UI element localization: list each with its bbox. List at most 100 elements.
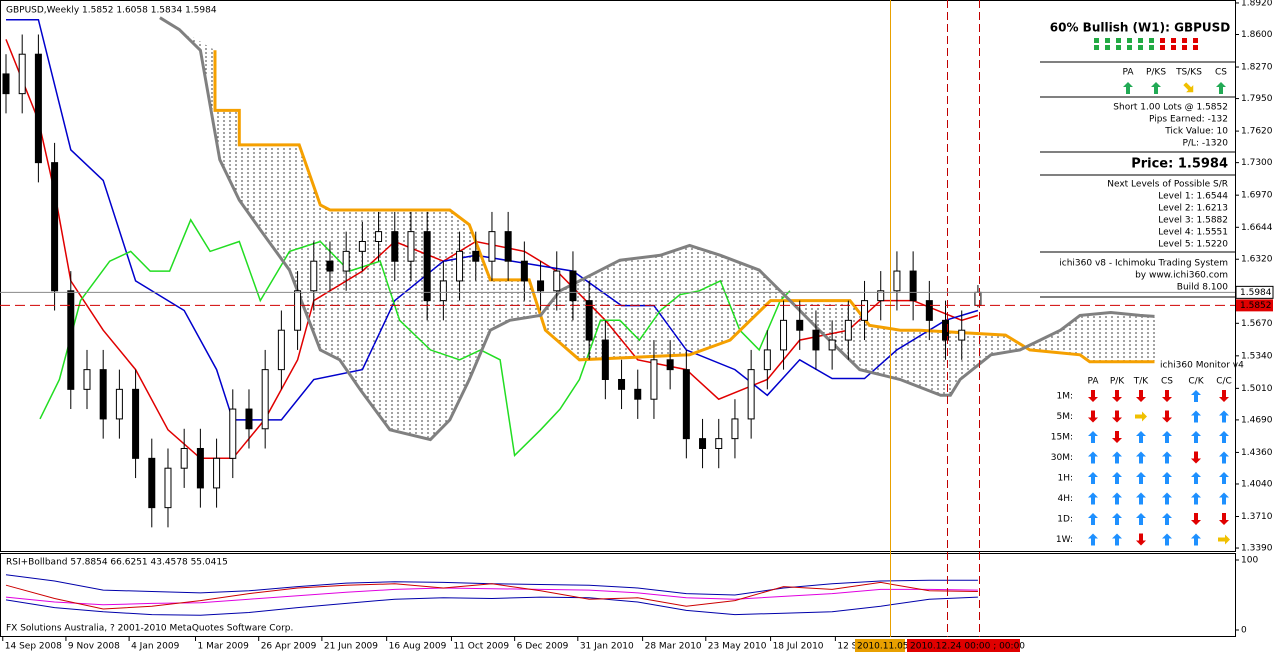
trade-info: Short 1.00 Lots @ 1.5852 — [1113, 103, 1228, 113]
candle-body — [796, 319, 804, 331]
signal-square — [1149, 45, 1154, 50]
y-tick-label: 1.6644 — [1241, 223, 1273, 233]
column-header: TS/KS — [1175, 68, 1202, 78]
candle-body — [731, 418, 739, 440]
x-tick-label: 26 Apr 2009 — [261, 642, 317, 652]
arrow-icon — [1162, 513, 1172, 525]
sr-level: Level 5: 1.5220 — [1158, 240, 1228, 250]
candle-body — [682, 369, 690, 440]
candle-body — [601, 339, 609, 380]
signal-square — [1127, 38, 1132, 43]
y-tick-label: 1.4690 — [1241, 415, 1273, 425]
price-display: Price: 1.5984 — [1131, 157, 1228, 172]
arrow-icon — [1191, 513, 1201, 525]
monitor-row-label: 1H: — [1057, 474, 1073, 484]
arrow-icon — [1088, 533, 1098, 546]
candle-body — [893, 270, 901, 292]
signal-square — [1171, 45, 1176, 50]
signal-square — [1116, 45, 1121, 50]
indicator-line — [5, 574, 978, 596]
y-tick-label: 100 — [1241, 556, 1258, 566]
y-tick-label: 1.6970 — [1241, 191, 1273, 201]
arrow-icon — [1162, 492, 1172, 505]
y-tick-label: 0 — [1241, 626, 1247, 636]
candle-body — [294, 290, 302, 331]
candle-body — [569, 270, 577, 302]
monitor-column: P/K — [1110, 377, 1125, 387]
sr-level: Level 1: 1.6544 — [1158, 192, 1228, 202]
candle-body — [553, 270, 561, 292]
arrow-icon — [1162, 431, 1172, 443]
indicator-line — [5, 596, 978, 616]
x-tick-label: 12 S — [837, 642, 857, 652]
candle-body — [67, 290, 75, 390]
trade-info: Pips Earned: -132 — [1149, 115, 1228, 125]
candle-body — [148, 457, 156, 509]
candle-body — [472, 250, 480, 262]
candle-body — [213, 457, 221, 489]
arrow-icon — [1183, 82, 1194, 93]
x-tick-label: 6 Dec 2009 — [517, 642, 569, 652]
candle-body — [828, 339, 836, 351]
candle-body — [342, 250, 350, 272]
monitor-column: C/K — [1188, 377, 1204, 387]
indicator-line — [39, 218, 791, 457]
x-tick-label: 1 Mar 2009 — [198, 642, 250, 652]
arrow-icon — [1088, 390, 1098, 402]
arrow-icon — [1219, 390, 1229, 402]
candle-body — [277, 329, 285, 371]
signal-square — [1182, 45, 1187, 50]
signal-square — [1116, 38, 1121, 43]
candle-body — [391, 231, 399, 262]
arrow-icon — [1191, 533, 1201, 546]
candle-body — [812, 329, 820, 351]
price-tag — [1235, 285, 1274, 299]
rsi-plot — [5, 574, 978, 616]
price-plot — [2, 16, 1155, 528]
signal-title: 60% Bullish (W1): GBPUSD — [1050, 21, 1231, 35]
trade-info: Tick Value: 10 — [1164, 127, 1228, 137]
arrow-icon — [1112, 451, 1122, 464]
y-tick-label: 1.7620 — [1241, 127, 1273, 137]
y-tick-label: 1.8270 — [1241, 63, 1273, 73]
arrow-icon — [1191, 390, 1201, 402]
arrow-icon — [1136, 431, 1146, 443]
candle-body — [618, 378, 626, 390]
x-tick-label: 9 Nov 2008 — [68, 642, 120, 652]
candle-body — [83, 369, 91, 390]
candle-body — [375, 231, 383, 242]
y-tick-label: 1.5670 — [1241, 319, 1273, 329]
arrow-icon — [1136, 492, 1146, 505]
y-tick-label: 1.3390 — [1241, 544, 1273, 554]
candle-body — [844, 319, 852, 341]
arrow-icon — [1123, 82, 1133, 94]
signal-square — [1160, 38, 1165, 43]
signal-square — [1160, 45, 1165, 50]
signal-square — [1105, 38, 1110, 43]
candle-body — [780, 319, 788, 351]
arrow-icon — [1135, 411, 1147, 422]
monitor-row-label: 30M: — [1051, 453, 1073, 463]
arrow-icon — [1162, 451, 1172, 464]
candle-body — [877, 290, 885, 302]
arrow-icon — [1218, 534, 1230, 545]
indicator-line — [5, 581, 978, 610]
candle-body — [958, 329, 966, 341]
monitor-row-label: 1W: — [1056, 535, 1073, 545]
signal-square — [1138, 38, 1143, 43]
column-header: CS — [1215, 68, 1227, 78]
arrow-icon — [1162, 410, 1172, 423]
candle-body — [229, 408, 237, 459]
signal-square — [1149, 38, 1154, 43]
y-tick-label: 1.6320 — [1241, 255, 1273, 265]
y-tick-label: 1.7950 — [1241, 94, 1273, 104]
candle-body — [99, 369, 107, 420]
monitor-row-label: 15M: — [1051, 433, 1073, 443]
candle-body — [310, 260, 318, 292]
x-tick-label: 14 Sep 2008 — [5, 642, 62, 652]
indicator-line — [5, 587, 978, 606]
levels-title: Next Levels of Possible S/R — [1107, 180, 1228, 190]
price-tag — [1236, 299, 1273, 312]
